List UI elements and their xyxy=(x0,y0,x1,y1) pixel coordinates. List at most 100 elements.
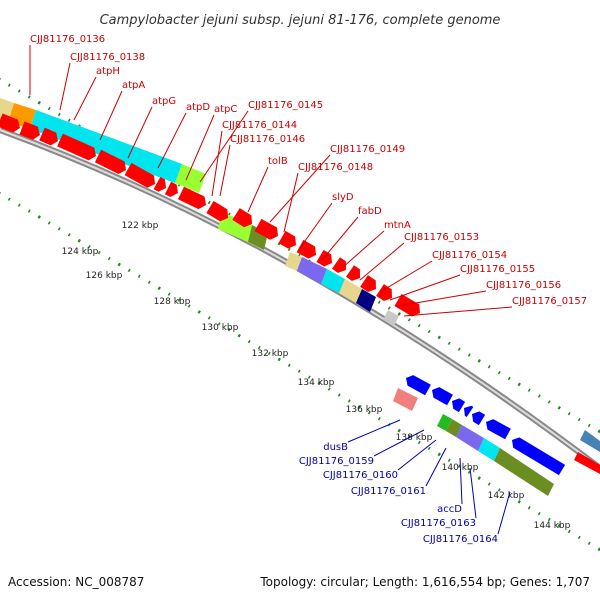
leader-line xyxy=(425,447,447,487)
tick-mark xyxy=(327,387,331,391)
cog-block xyxy=(339,279,362,303)
cog-track-forward xyxy=(0,98,399,326)
feature-label: CJJ81176_0163 xyxy=(401,518,476,529)
tick-mark xyxy=(417,323,421,328)
tick-mark xyxy=(67,233,71,237)
tick-mark xyxy=(467,470,471,474)
leader-line xyxy=(397,439,437,471)
tick-mark xyxy=(487,365,491,369)
cog-block xyxy=(285,252,302,271)
tick-mark xyxy=(397,312,401,316)
kbp-label: 134 kbp xyxy=(298,378,335,388)
leader-line xyxy=(389,274,461,301)
leader-line xyxy=(403,306,513,317)
feature-label: mtnA xyxy=(384,220,411,231)
tick-mark xyxy=(37,215,41,219)
tick-mark xyxy=(237,333,241,338)
leader-line xyxy=(469,467,477,519)
tick-mark xyxy=(357,405,361,409)
tick-mark xyxy=(397,428,401,433)
tick-mark xyxy=(17,203,21,207)
cog-block xyxy=(446,419,462,437)
leader-line xyxy=(373,429,425,457)
feature-label: atpG xyxy=(152,96,176,107)
tick-mark xyxy=(527,388,531,392)
tick-mark xyxy=(197,310,201,314)
feature-label: CJJ81176_0136 xyxy=(30,34,105,45)
tick-mark xyxy=(187,304,191,308)
tick-mark xyxy=(27,209,31,213)
tick-mark xyxy=(157,286,161,291)
gene-arrow-reverse xyxy=(406,375,431,396)
tick-mark xyxy=(347,399,351,403)
forward-gene-track xyxy=(0,113,600,474)
tick-mark xyxy=(577,535,581,540)
tick-mark xyxy=(497,370,501,375)
tick-mark xyxy=(77,238,81,243)
tick-mark xyxy=(47,221,51,225)
tick-mark xyxy=(387,306,391,310)
gene-arrow-reverse xyxy=(464,405,474,417)
tick-mark xyxy=(457,464,461,468)
tick-mark xyxy=(427,329,431,334)
cog-block xyxy=(494,448,554,496)
feature-label: atpA xyxy=(122,80,145,91)
cog-block xyxy=(383,310,399,326)
accession-text: Accession: NC_008787 xyxy=(8,575,144,589)
cog-block xyxy=(437,414,452,431)
leader-line xyxy=(397,290,487,307)
kbp-label: 122 kbp xyxy=(122,221,159,231)
cog-block xyxy=(393,388,418,411)
gene-arrow-reverse xyxy=(486,419,511,440)
tick-mark xyxy=(317,381,321,386)
tick-mark xyxy=(287,247,291,252)
tick-mark xyxy=(417,440,421,445)
leader-line xyxy=(247,166,269,213)
gene-arrow-reverse xyxy=(512,437,566,476)
gene-arrow-forward xyxy=(177,186,206,210)
leader-line xyxy=(199,110,249,183)
tick-mark xyxy=(147,280,151,284)
tick-mark xyxy=(7,83,11,87)
tick-mark xyxy=(517,382,521,387)
cog-block xyxy=(30,110,182,183)
tick-mark xyxy=(587,541,591,546)
feature-label: CJJ81176_0146 xyxy=(230,134,305,145)
feature-label: atpH xyxy=(96,66,120,77)
gene-arrow-forward xyxy=(394,293,420,317)
leader-line xyxy=(283,172,299,233)
cog-block xyxy=(321,269,345,293)
tick-mark xyxy=(527,506,531,510)
feature-label: fabD xyxy=(358,206,382,217)
gene-arrow-forward xyxy=(153,176,166,192)
cog-track-reverse xyxy=(393,388,600,496)
tick-mark xyxy=(207,316,211,320)
tick-mark xyxy=(547,400,551,404)
tick-mark xyxy=(477,476,481,480)
gene-arrow-forward xyxy=(254,218,278,240)
cog-block xyxy=(218,212,252,242)
leader-line xyxy=(99,90,123,141)
gene-arrow-reverse xyxy=(472,411,486,426)
tick-mark xyxy=(367,411,371,415)
kbp-label: 124 kbp xyxy=(62,247,99,257)
tick-mark xyxy=(457,347,461,351)
tick-mark xyxy=(557,405,561,410)
feature-label: CJJ81176_0153 xyxy=(404,232,479,243)
feature-label: atpD xyxy=(186,102,210,113)
tick-mark xyxy=(377,300,381,304)
tick-mark xyxy=(277,357,281,362)
gene-arrow-forward xyxy=(574,452,600,474)
feature-label: CJJ81176_0155 xyxy=(460,264,535,275)
tick-mark xyxy=(377,417,381,421)
tick-mark xyxy=(537,511,541,516)
leader-line xyxy=(497,491,511,535)
leader-line xyxy=(347,419,401,443)
reverse-feature-labels: dusB CJJ81176_0159 CJJ81176_0160 CJJ81176_0… xyxy=(299,419,511,545)
cog-block xyxy=(478,438,500,461)
tick-mark xyxy=(167,292,171,296)
tick-mark xyxy=(27,95,31,99)
tick-mark xyxy=(447,341,451,345)
feature-label: tolB xyxy=(268,156,288,167)
